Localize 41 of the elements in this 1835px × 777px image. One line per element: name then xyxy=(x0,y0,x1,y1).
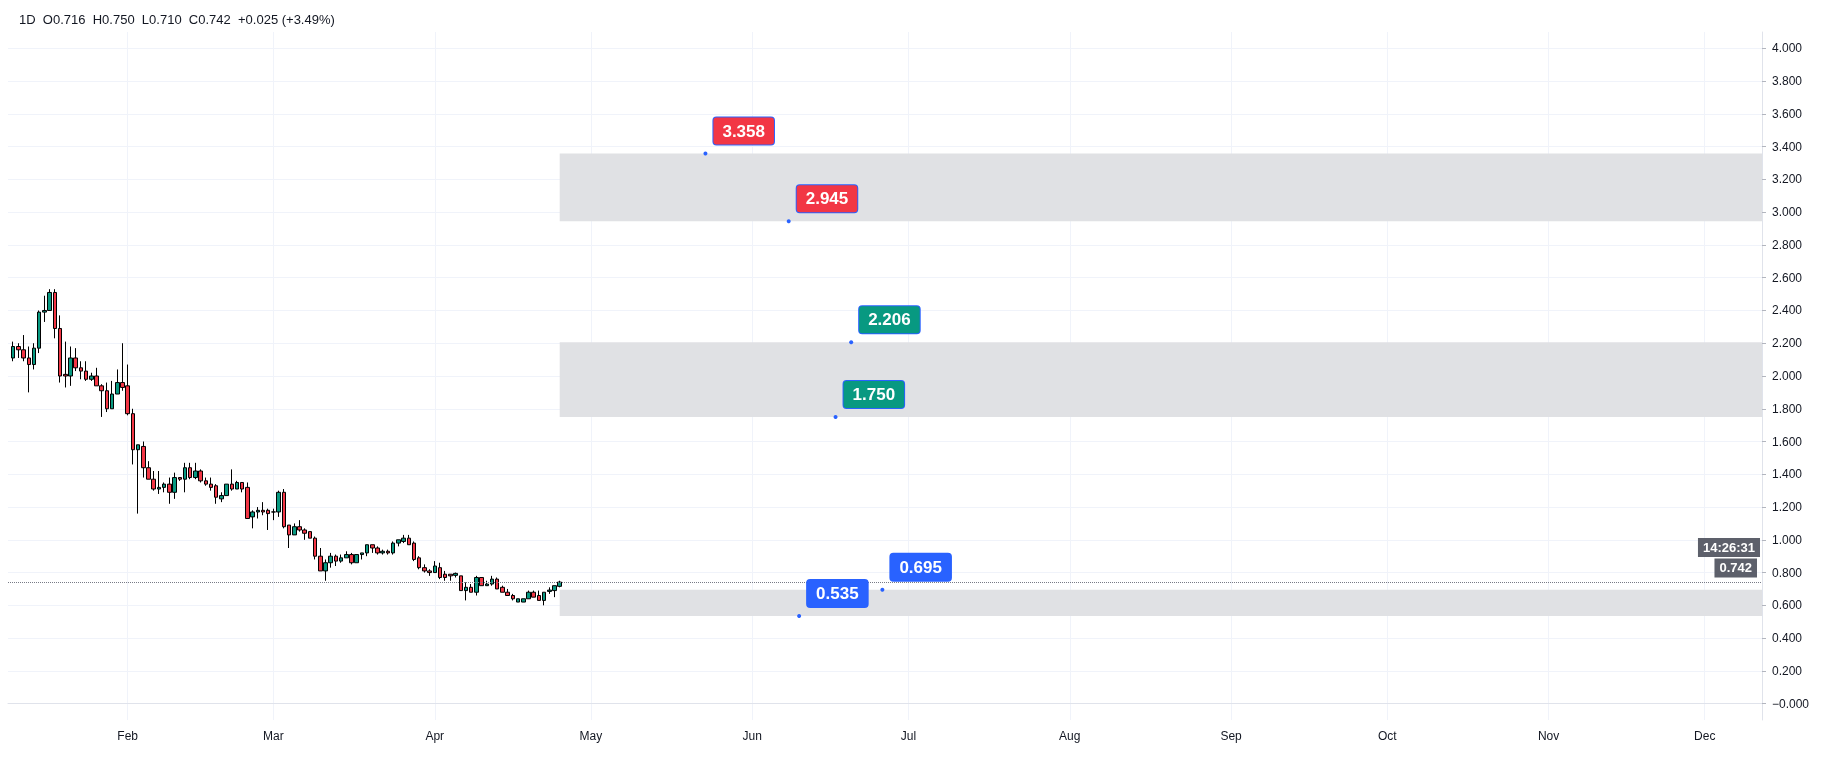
y-tick-label: 1.200 xyxy=(1772,500,1803,515)
annotation: 2.206 xyxy=(868,310,911,330)
y-tick-label: 3.000 xyxy=(1772,205,1803,220)
x-tick-label: Jul xyxy=(900,729,917,743)
y-tick-label: 2.200 xyxy=(1772,336,1803,351)
x-tick-label: Apr xyxy=(425,729,445,743)
annotation: 2.945 xyxy=(805,189,849,209)
annotation: 0.695 xyxy=(899,557,942,577)
x-tick-label: Mar xyxy=(263,729,284,743)
y-tick-label: 2.800 xyxy=(1772,237,1803,252)
annotation: 3.358 xyxy=(722,121,765,141)
y-tick-label: 3.400 xyxy=(1772,139,1803,154)
x-tick-label: Dec xyxy=(1694,729,1716,743)
y-tick-label: 2.600 xyxy=(1772,270,1803,285)
y-tick-label: 4.000 xyxy=(1772,41,1803,56)
y-tick-label: 0.400 xyxy=(1772,631,1803,646)
y-tick-label: 0.200 xyxy=(1772,663,1803,678)
y-tick-label: −0.000 xyxy=(1772,696,1810,711)
y-tick-label: 0.800 xyxy=(1772,565,1803,580)
annotation: 1.750 xyxy=(852,384,896,404)
annotation: 14:26:31 xyxy=(1702,540,1756,556)
y-tick-label: 2.000 xyxy=(1772,369,1803,383)
annotation: 0.535 xyxy=(816,583,859,603)
x-tick-label: Sep xyxy=(1220,729,1243,743)
y-tick-label: 1.000 xyxy=(1772,532,1803,547)
y-tick-label: 3.800 xyxy=(1772,74,1803,89)
x-tick-label: Feb xyxy=(117,729,139,743)
x-tick-label: Nov xyxy=(1537,729,1560,743)
y-tick-label: 1.600 xyxy=(1772,434,1803,449)
x-tick-label: Jun xyxy=(742,729,762,743)
ref-line-label: 0.742 xyxy=(1719,560,1752,576)
y-tick-label: 0.600 xyxy=(1772,598,1803,613)
x-tick-label: Aug xyxy=(1059,729,1081,743)
y-tick-label: 3.600 xyxy=(1772,106,1803,121)
x-tick-label: Oct xyxy=(1377,729,1398,743)
y-tick-label: 2.400 xyxy=(1772,303,1803,318)
y-tick-label: 3.200 xyxy=(1772,172,1803,187)
y-tick-label: 1.800 xyxy=(1772,401,1803,416)
x-tick-label: May xyxy=(579,729,603,743)
y-tick-label: 1.400 xyxy=(1772,467,1803,482)
chart-title: 1D O0.716 H0.750 L0.710 C0.742 +0.025 (+3.49%) xyxy=(19,12,335,27)
